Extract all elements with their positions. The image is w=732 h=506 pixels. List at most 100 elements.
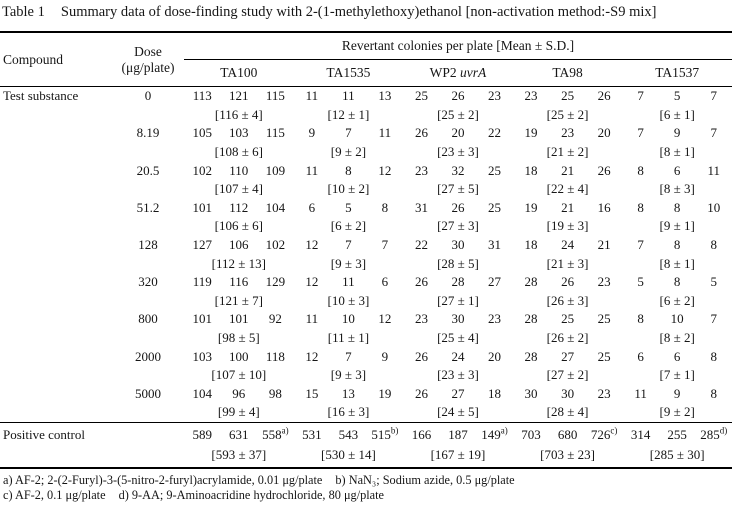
mean-cell: [99 ± 4]	[184, 404, 294, 420]
strain-header: TA100	[220, 65, 258, 80]
mean-value: [23 ± 3]	[437, 367, 479, 383]
row-counts-line: 800 101 101 92 11 10 12 23 30 23 28 25 25 8 10 7	[0, 310, 732, 329]
mean-cell: [6 ± 1]	[622, 107, 732, 123]
count-value: 7	[637, 237, 644, 253]
strain-cell: 30 30 23	[513, 386, 623, 402]
mean-value: [21 ± 3]	[546, 255, 589, 271]
count-value: 16	[597, 199, 611, 215]
count-value: 26	[414, 348, 428, 364]
strain-cell: 18 24 21	[513, 237, 623, 253]
count-value: 7	[710, 311, 717, 327]
count-value: 8	[710, 385, 717, 401]
table-row: Test substance 0 113 121 115 11 11 13 25 26 23 23 25…	[0, 87, 732, 124]
mean-cell: [23 ± 3]	[403, 367, 513, 383]
count-value: 7	[710, 88, 717, 104]
mean-cell: [167 ± 19]	[403, 447, 513, 463]
count-value: 515b)	[371, 425, 399, 442]
count-value: 28	[524, 274, 538, 290]
mean-cell: [27 ± 1]	[403, 293, 513, 309]
mean-value: [25 ± 2]	[437, 106, 479, 122]
positive-control-row: Positive control 589 631 558a) 531 543 515b) 16…	[0, 423, 732, 467]
count-value: 103	[229, 125, 249, 141]
count-value: 6	[673, 162, 681, 178]
count-value: 680	[557, 426, 578, 442]
count-value: 7	[637, 88, 644, 104]
count-value: 12	[305, 274, 319, 290]
strain-cell: 11 9 8	[622, 386, 732, 402]
strain-cell: 8 8 10	[622, 200, 732, 216]
strain-cell: 105 103 115	[184, 125, 294, 141]
count-value: 18	[524, 162, 538, 178]
row-mean-line: [106 ± 6] [6 ± 2] [27 ± 3] [19 ± 3] [9 ± 1]	[0, 217, 732, 236]
mean-cell: [9 ± 1]	[622, 218, 732, 234]
mean-value: [167 ± 19]	[430, 446, 486, 462]
count-value: 166	[411, 426, 432, 442]
mean-cell: [530 ± 14]	[294, 447, 404, 463]
mean-cell: [25 ± 4]	[403, 330, 513, 346]
strain-cell: 23 25 26	[513, 88, 623, 104]
mean-cell: [9 ± 3]	[294, 256, 404, 272]
mean-value: [6 ± 2]	[330, 218, 367, 234]
count-value: 21	[597, 237, 611, 253]
count-value: 25	[488, 199, 502, 215]
count-value: 5	[673, 88, 681, 104]
strain-cell: 102 110 109	[184, 163, 294, 179]
bottom-rule	[0, 466, 732, 469]
count-value: 22	[414, 237, 428, 253]
mean-value: [27 ± 3]	[437, 218, 479, 234]
count-value: 25	[597, 311, 611, 327]
row-mean-line: [112 ± 13] [9 ± 3] [28 ± 5] [21 ± 3] [8 ± 1]	[0, 254, 732, 273]
count-value: 32	[451, 162, 465, 178]
mean-value: [108 ± 6]	[214, 144, 263, 160]
mean-cell: [8 ± 1]	[622, 144, 732, 160]
mean-cell: [703 ± 23]	[513, 447, 623, 463]
strain-cell: 6 5 8	[294, 200, 404, 216]
strain-cell: 19 23 20	[513, 125, 623, 141]
count-value: 20	[451, 125, 465, 141]
count-value: 20	[597, 125, 611, 141]
mean-value: [28 ± 5]	[437, 255, 479, 271]
count-value: 7	[345, 237, 352, 253]
count-value: 31	[488, 237, 502, 253]
mean-value: [8 ± 3]	[659, 181, 695, 197]
footnote-line: c) AF-2, 0.1 μg/plate d) 9-AA; 9-Aminoacr…	[3, 488, 730, 503]
count-value: 8	[710, 348, 717, 364]
count-value: 115	[265, 88, 285, 104]
count-value: 9	[381, 348, 389, 364]
count-value: 19	[524, 125, 538, 141]
count-value: 23	[414, 311, 428, 327]
mean-cell: [121 ± 7]	[184, 293, 294, 309]
dose-cell: 0	[144, 88, 152, 104]
count-value: 106	[229, 237, 249, 253]
mean-value: [23 ± 3]	[437, 144, 479, 160]
dose-cell: 20.5	[136, 162, 160, 178]
count-value: 26	[561, 274, 575, 290]
footnote-segment: c) AF-2, 0.1 μg/plate	[3, 487, 106, 502]
strain-cell: 101 112 104	[184, 200, 294, 216]
mean-value: [12 ± 1]	[327, 106, 370, 122]
count-value: 24	[561, 237, 575, 253]
strain-cell: 8 10 7	[622, 311, 732, 327]
mean-value: [8 ± 1]	[659, 144, 695, 160]
count-value: 23	[561, 125, 575, 141]
mean-cell: [9 ± 3]	[294, 367, 404, 383]
mean-cell: [108 ± 6]	[184, 144, 294, 160]
count-value: 26	[414, 385, 428, 401]
count-value: 11	[305, 88, 319, 104]
count-value: 12	[305, 348, 319, 364]
count-value: 531	[302, 426, 322, 442]
table-row: Positive control 589 631 558a) 531 543 515b) 16…	[0, 425, 732, 465]
mean-cell: [24 ± 5]	[403, 404, 513, 420]
mean-value: [285 ± 30]	[649, 446, 705, 462]
footnote-marker: b)	[390, 425, 399, 436]
mean-cell: [27 ± 5]	[403, 181, 513, 197]
count-value: 21	[561, 162, 575, 178]
row-counts-line: 5000 104 96 98 15 13 19 26 27 18 30 30 23 11 9 8	[0, 385, 732, 404]
table-row: 320 119 116 129 12 11 6 26 28 27 28 26 23 5 8 5 [121 ± 7…	[0, 273, 732, 310]
mean-cell: [10 ± 3]	[294, 293, 404, 309]
count-value: 589	[192, 426, 213, 442]
footnote-marker: d)	[719, 425, 728, 436]
count-value: 6	[381, 274, 389, 290]
mean-value: [116 ± 4]	[214, 106, 263, 122]
